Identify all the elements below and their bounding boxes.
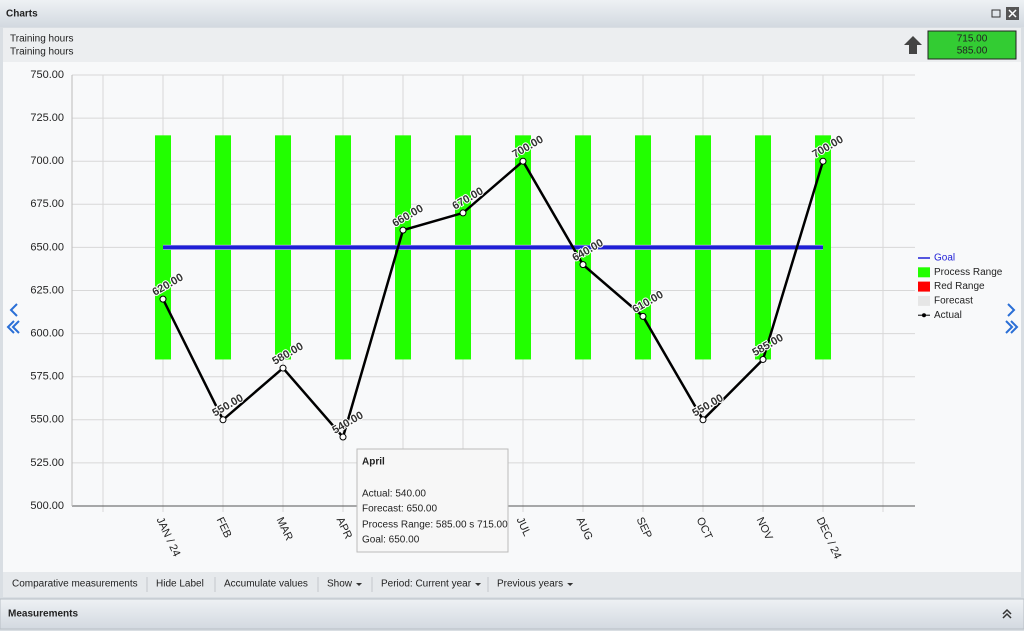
tooltip-line: Actual: 540.00 <box>362 489 426 500</box>
tooltip-title: April <box>362 457 385 468</box>
header <box>3 28 1021 62</box>
title-bar <box>0 0 1024 27</box>
status-box <box>927 30 1017 60</box>
actual-point <box>819 157 827 165</box>
y-tick-label: 575.00 <box>30 371 64 383</box>
collapse-icon[interactable] <box>1002 608 1012 619</box>
last-arrow[interactable] <box>1005 320 1019 334</box>
legend-label: Red Range <box>934 281 985 292</box>
actual-point <box>399 226 407 234</box>
legend-swatch <box>918 295 930 306</box>
actual-line <box>161 159 825 440</box>
toolbar-button[interactable]: Hide Label <box>156 579 204 590</box>
legend-label: Forecast <box>934 296 973 307</box>
actual-point <box>159 295 167 303</box>
toolbar <box>3 572 1021 597</box>
actual-point <box>759 355 767 363</box>
legend-swatch <box>922 313 926 318</box>
panel-title: Measurements <box>8 609 78 620</box>
toolbar-button[interactable]: Show <box>327 579 353 590</box>
toolbar-button[interactable]: Previous years <box>497 579 563 590</box>
y-tick-label: 600.00 <box>30 328 64 340</box>
tooltip-line: Process Range: 585.00 s 715.00 <box>362 520 508 531</box>
header-line: Training hours <box>10 34 74 45</box>
actual-point <box>579 261 587 269</box>
legend-swatch <box>918 281 930 292</box>
header-line: Training hours <box>10 47 74 58</box>
next-arrow[interactable] <box>1007 303 1016 317</box>
trend-arrow <box>904 36 922 54</box>
tooltip-line: Goal: 650.00 <box>362 535 420 546</box>
legend-label: Actual <box>934 310 962 321</box>
y-tick-label: 750.00 <box>30 69 64 81</box>
legend-label: Goal <box>934 253 955 264</box>
y-tick-label: 725.00 <box>30 112 64 124</box>
y-tick-label: 700.00 <box>30 155 64 167</box>
dropdown-icon <box>356 583 363 586</box>
measurements-panel[interactable] <box>0 598 1024 630</box>
tooltip-box <box>356 448 509 553</box>
legend-label: Process Range <box>934 267 1003 278</box>
y-tick-label: 525.00 <box>30 457 64 469</box>
maximize-button[interactable] <box>991 9 1001 18</box>
status-value: 715.00 <box>957 34 988 45</box>
y-tick-label: 550.00 <box>30 414 64 426</box>
y-tick-label: 625.00 <box>30 284 64 296</box>
prev-arrow[interactable] <box>9 303 18 317</box>
y-tick-label: 675.00 <box>30 198 64 210</box>
dropdown-icon <box>567 583 574 586</box>
tooltip: April Actual: 540.00 Forecast: 650.00 Pr… <box>356 448 509 553</box>
actual-point <box>519 157 527 165</box>
tooltip-line: Forecast: 650.00 <box>362 504 437 515</box>
y-tick-label: 500.00 <box>30 500 64 512</box>
actual-point <box>639 312 647 320</box>
actual-point <box>219 416 227 424</box>
actual-point <box>339 433 347 441</box>
first-arrow[interactable] <box>6 320 20 334</box>
close-icon <box>1008 9 1017 18</box>
status-value: 585.00 <box>957 46 988 57</box>
dropdown-icon <box>475 583 482 586</box>
window-title: Charts <box>6 9 38 20</box>
actual-point <box>699 416 707 424</box>
y-tick-label: 650.00 <box>30 241 64 253</box>
actual-point <box>459 209 467 217</box>
actual-point <box>279 364 287 372</box>
toolbar-button[interactable]: Accumulate values <box>224 579 308 590</box>
legend-swatch <box>918 267 930 278</box>
toolbar-button[interactable]: Comparative measurements <box>12 579 138 590</box>
toolbar-button[interactable]: Period: Current year <box>381 579 472 590</box>
